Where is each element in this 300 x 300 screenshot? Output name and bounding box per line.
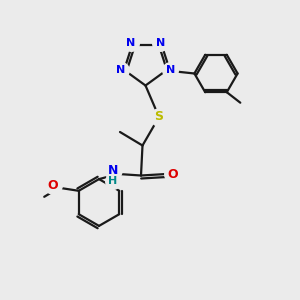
- Text: N: N: [166, 65, 175, 75]
- Text: N: N: [156, 38, 165, 48]
- Text: N: N: [108, 164, 118, 177]
- Text: S: S: [154, 110, 164, 124]
- Text: O: O: [47, 179, 58, 192]
- Text: O: O: [168, 167, 178, 181]
- Text: H: H: [109, 176, 118, 186]
- Text: N: N: [126, 38, 135, 48]
- Text: N: N: [116, 65, 125, 75]
